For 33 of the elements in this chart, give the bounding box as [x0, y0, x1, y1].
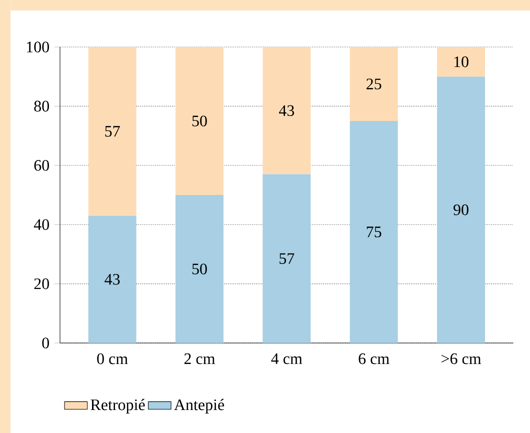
x-tick-label: 0 cm: [97, 353, 128, 364]
y-tick-label: 60: [34, 160, 49, 171]
bar: [262, 47, 311, 174]
x-tick-label: >6 cm: [442, 353, 482, 364]
bar: [88, 216, 136, 343]
bar: [175, 47, 224, 196]
data-label: 57: [280, 253, 294, 264]
data-label: 43: [104, 274, 120, 285]
y-tick-label: 0: [42, 338, 49, 348]
y-tick-label: 40: [34, 219, 49, 230]
bar: [350, 121, 398, 343]
bar: [437, 76, 486, 343]
bar: [88, 47, 136, 216]
data-label: 50: [192, 264, 207, 274]
y-tick-label: 20: [34, 278, 49, 290]
legend-label: Antepié: [174, 398, 224, 414]
x-tick-label: 2 cm: [184, 353, 216, 364]
data-label: 25: [366, 78, 382, 90]
bar: [175, 195, 224, 343]
bar: [262, 174, 311, 343]
data-label: 57: [105, 126, 120, 137]
data-label: 90: [454, 204, 468, 216]
x-tick-label: 6 cm: [358, 353, 390, 364]
bar: [437, 47, 486, 77]
y-tick-label: 100: [27, 42, 49, 52]
y-tick-label: 80: [34, 100, 49, 112]
data-label: 75: [366, 226, 382, 238]
data-label: 50: [192, 116, 207, 126]
data-label: 10: [454, 56, 468, 68]
data-label: 43: [278, 105, 294, 116]
legend-label: Retropié: [90, 398, 145, 414]
x-tick-label: 4 cm: [271, 353, 302, 364]
bar: [350, 47, 398, 122]
